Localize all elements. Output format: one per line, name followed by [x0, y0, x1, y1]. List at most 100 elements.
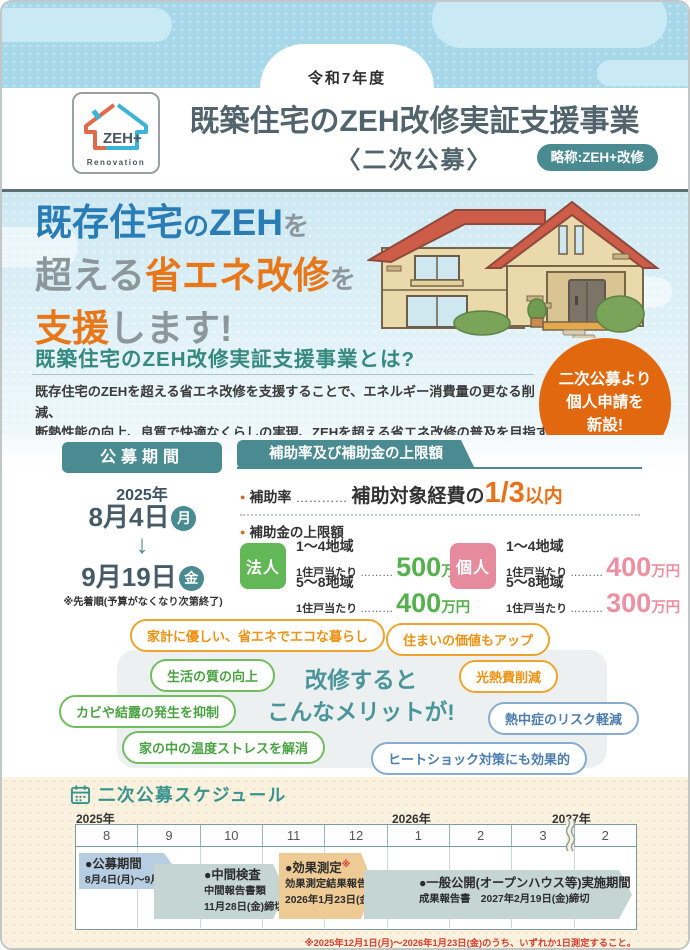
schedule-title: 二次公募スケジュール: [98, 785, 287, 805]
bar-content: ●効果測定※ 効果測定結果報告書 2026年1月23日(金)締切: [279, 853, 394, 911]
start-dow-badge: 月: [171, 506, 197, 531]
subsidy-rate-row: ● 補助率 ………… 補助対象経費の 1/3 以内: [240, 479, 563, 508]
rate-suffix: 以内: [524, 486, 563, 507]
headline-text: の: [183, 211, 210, 241]
cap-yen: 万円: [441, 600, 471, 616]
merit-bubble: 家の中の温度ストレスを解消: [122, 731, 326, 764]
schedule-bar-openhouse: ●一般公開(オープンハウス等)実施期間 成果報告書 2027年2月19日(金)締…: [364, 870, 632, 919]
region-label: 1〜4地域: [296, 538, 354, 554]
bar-title-text: ●効果測定: [285, 861, 342, 876]
month-cell: 10: [201, 825, 263, 846]
page-title: 既築住宅のZEH改修実証支援事業: [189, 105, 640, 138]
cloud-shape: [597, 60, 688, 86]
mid-section: 公募期間 2025年 8月4日月 ↓ 9月19日金 ※先着順(予算がなくなり次第…: [2, 435, 688, 618]
bar-line: 成果報告書 2027年2月19日(金)締切: [419, 894, 590, 905]
down-arrow-icon: ↓: [135, 529, 149, 559]
about-divider: [32, 374, 534, 375]
cap-value: 300: [606, 588, 652, 618]
merit-bubble: 生活の質の向上: [150, 659, 276, 692]
bar-line: 2026年1月23日(金)締切: [285, 894, 394, 906]
cloud-shape: [432, 2, 667, 48]
logo-renovation-text: Renovation: [86, 158, 146, 167]
zeh-logo-house-icon: ZEH+: [84, 103, 148, 150]
subsidy-tab: 補助率及び補助金の上限額: [237, 440, 475, 469]
cap-dots: ………: [570, 603, 604, 615]
round-label: 〈二次公募〉: [336, 147, 493, 174]
zeh-logo: ZEH+ Renovation: [72, 92, 160, 174]
bar-content: ●公募期間 8月4日(月)〜9月19日(金): [79, 853, 200, 892]
headline-text: 超える: [35, 255, 145, 296]
month-cell: 11: [263, 825, 326, 846]
cap-row-corp-2: 5〜8地域 1住戸当たり ……… 400 万円: [296, 575, 470, 617]
region-label: 1〜4地域: [506, 538, 564, 554]
abbr-badge: 略称:ZEH+改修: [536, 144, 658, 171]
hero-headline: 既存住宅のZEHを 超える省エネ改修を 支援します!: [35, 200, 356, 359]
period-end-date: 9月19日金: [50, 557, 235, 594]
bar-content: ●中間検査 中間報告書類 11月28日(金)締切: [154, 864, 286, 918]
dotted-divider: [240, 514, 640, 516]
cap-label-row: ● 補助金の上限額: [240, 521, 344, 541]
logo-zeh-text: ZEH+: [103, 130, 142, 147]
bar-line: 効果測定結果報告書: [285, 879, 378, 891]
merits-section: 改修すると こんなメリットが! 家計に優しい、省エネでエコな暮らし 生活の質の向…: [2, 615, 688, 777]
bar-line: 11月28日(金)締切: [204, 901, 285, 913]
month-header-row: 8 9 10 11 12 1 2 3 2: [76, 825, 636, 847]
end-dow-badge: 金: [178, 566, 204, 591]
bar-shape: [279, 853, 374, 919]
rate-prefix: 補助対象経費の: [351, 486, 485, 507]
bullet-icon: ●: [240, 492, 246, 502]
month-cell: 2: [450, 825, 513, 846]
cap-value: 500: [396, 552, 442, 582]
region-label: 5〜8地域: [296, 574, 354, 590]
bar-content: ●一般公開(オープンハウス等)実施期間 成果報告書 2027年2月19日(金)締…: [364, 870, 632, 911]
rate-label: 補助率: [249, 489, 292, 505]
cap-label: 補助金の上限額: [249, 525, 344, 540]
cap-dots: ………: [360, 567, 394, 579]
individual-badge: 個人: [450, 543, 496, 589]
unit-label: 1住戸当たり: [506, 567, 568, 579]
cap-value: 400: [396, 588, 442, 618]
headline-line-3: 支援します!: [35, 306, 356, 359]
schedule-note: ※2025年12月1日(月)〜2026年1月23日(金)のうち、いずれか1日測定…: [304, 938, 636, 948]
headline-text: 省エネ改修: [144, 255, 330, 296]
cap-yen: 万円: [651, 600, 681, 616]
month-cell: 8: [76, 825, 139, 846]
title-band: ZEH+ Renovation 既築住宅のZEH改修実証支援事業 〈二次公募〉 …: [2, 88, 688, 192]
bar-title: ●一般公開(オープンハウス等)実施期間: [419, 876, 631, 890]
bar-title: ●効果測定※: [285, 856, 368, 877]
headline-text: を: [329, 264, 356, 294]
schedule-bar-interim: ●中間検査 中間報告書類 11月28日(金)締切: [154, 864, 286, 919]
footnote-mark: ※: [341, 859, 351, 869]
month-cell: 12: [325, 825, 388, 846]
headline-line-2: 超える省エネ改修を: [35, 253, 356, 306]
schedule-year-label: 2026年: [392, 812, 431, 826]
bar-line: 中間報告書類: [204, 886, 266, 897]
bar-title: ●公募期間: [85, 857, 142, 871]
bar-title: ●中間検査: [204, 868, 261, 882]
about-body-line-1: 既存住宅のZEHを超える省エネ改修を支援することで、エネルギー消費量の更なる削減…: [35, 384, 535, 420]
merit-bubble: 熱中症のリスク軽減: [488, 702, 640, 735]
badge-line: 個人申請を: [566, 394, 644, 411]
period-header: 公募期間: [62, 442, 222, 473]
bar-line: 8月4日(月)〜9月19日(金): [85, 875, 200, 886]
bar-shape: [364, 870, 632, 919]
schedule-year-label: 2025年: [76, 812, 115, 826]
region-label: 5〜8地域: [506, 574, 564, 590]
start-date-text: 8月4日: [88, 502, 170, 532]
schedule-bar-measurement: ●効果測定※ 効果測定結果報告書 2026年1月23日(金)締切: [279, 853, 394, 919]
merits-center-text: 改修すると こんなメリットが!: [252, 665, 470, 729]
house-illustration: [367, 200, 660, 338]
period-year: 2025年: [116, 487, 168, 504]
unit-label: 1住戸当たり: [506, 603, 568, 615]
bar-shape: [154, 864, 286, 919]
month-cell: 2: [601, 828, 609, 843]
cap-dots: ………: [360, 603, 394, 615]
period-start-date: 8月4日月: [50, 497, 235, 534]
headline-line-1: 既存住宅のZEHを: [35, 200, 356, 253]
headline-text: 支援: [35, 308, 109, 349]
fiscal-year-bump: 令和7年度: [260, 44, 434, 88]
merits-center-line: 改修すると: [304, 668, 418, 693]
hero-section: 既存住宅のZEHを 超える省エネ改修を 支援します!: [2, 192, 688, 470]
bullet-icon: ●: [240, 527, 246, 537]
